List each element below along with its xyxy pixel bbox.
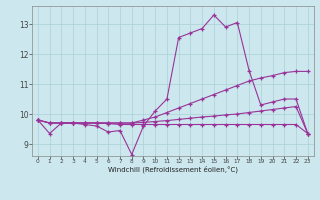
X-axis label: Windchill (Refroidissement éolien,°C): Windchill (Refroidissement éolien,°C): [108, 166, 238, 173]
